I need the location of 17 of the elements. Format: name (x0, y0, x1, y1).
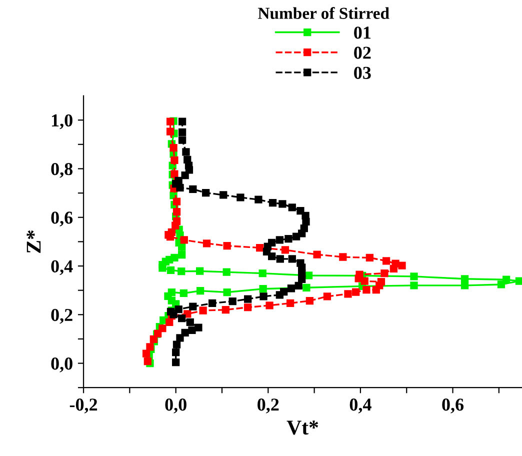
y-axis-title: Z* (26, 230, 41, 253)
legend-label: 01 (354, 26, 371, 39)
y-tick-label: 0,8 (51, 162, 73, 178)
x-tick-label: 0,0 (165, 398, 186, 414)
y-tick-label: 0,6 (51, 212, 73, 226)
x-tick-label: 0,4 (350, 398, 372, 414)
x-tick-label: 0,6 (442, 398, 464, 414)
x-axis-title: Vt* (286, 420, 318, 435)
legend-title: Number of Stirred (258, 7, 390, 19)
x-tick-label: 0,2 (258, 398, 279, 414)
y-tick-label: 0,2 (51, 308, 72, 324)
x-tick-label: -0,2 (70, 398, 98, 414)
legend-label: 02 (354, 46, 371, 59)
y-tick-label: 0,0 (51, 358, 72, 372)
y-tick-label: 1,0 (52, 114, 72, 130)
y-tick-label: 0,4 (51, 260, 73, 276)
legend-label: 03 (354, 66, 371, 79)
